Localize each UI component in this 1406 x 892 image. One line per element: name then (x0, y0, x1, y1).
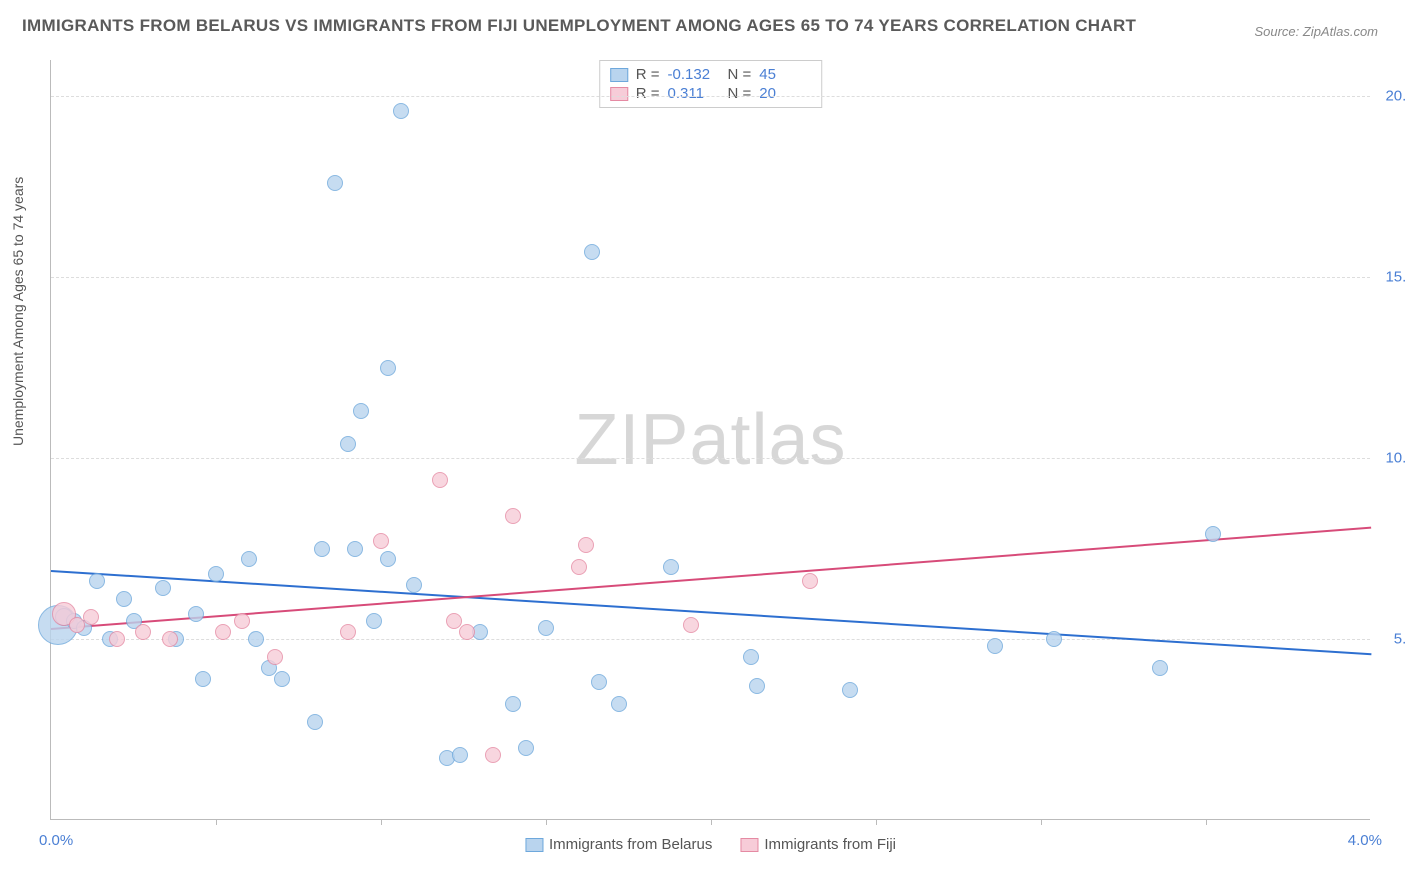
data-point (485, 747, 501, 763)
data-point (663, 559, 679, 575)
data-point (241, 551, 257, 567)
data-point (373, 533, 389, 549)
data-point (459, 624, 475, 640)
n-value-2: 20 (759, 85, 811, 102)
data-point (505, 508, 521, 524)
data-point (314, 541, 330, 557)
data-point (1046, 631, 1062, 647)
data-point (432, 472, 448, 488)
trend-line (51, 527, 1371, 630)
legend-item-1: Immigrants from Belarus (525, 836, 712, 853)
data-point (116, 591, 132, 607)
y-tick-label: 20.0% (1378, 88, 1406, 105)
series-legend: Immigrants from Belarus Immigrants from … (525, 836, 896, 853)
watermark-thin: atlas (689, 400, 846, 480)
data-point (802, 573, 818, 589)
data-point (518, 740, 534, 756)
source-attribution: Source: ZipAtlas.com (1254, 24, 1378, 39)
data-point (578, 537, 594, 553)
watermark: ZIPatlas (574, 399, 846, 481)
data-point (987, 638, 1003, 654)
gridline-h (51, 277, 1370, 278)
data-point (267, 649, 283, 665)
data-point (584, 244, 600, 260)
data-point (83, 609, 99, 625)
data-point (406, 577, 422, 593)
data-point (340, 624, 356, 640)
data-point (353, 403, 369, 419)
x-tick-mark (1206, 819, 1207, 825)
data-point (248, 631, 264, 647)
x-axis-max-label: 4.0% (1348, 832, 1382, 849)
watermark-bold: ZIP (574, 400, 689, 480)
data-point (611, 696, 627, 712)
data-point (538, 620, 554, 636)
data-point (188, 606, 204, 622)
data-point (393, 103, 409, 119)
data-point (340, 436, 356, 452)
stats-row-2: R = 0.311 N = 20 (610, 84, 812, 103)
x-tick-mark (876, 819, 877, 825)
data-point (307, 714, 323, 730)
data-point (135, 624, 151, 640)
data-point (89, 573, 105, 589)
r-prefix: R = (636, 66, 660, 83)
legend-item-2: Immigrants from Fiji (740, 836, 896, 853)
data-point (743, 649, 759, 665)
r-value-1: -0.132 (668, 66, 720, 83)
data-point (505, 696, 521, 712)
data-point (109, 631, 125, 647)
data-point (155, 580, 171, 596)
swatch-series-1b (525, 838, 543, 852)
data-point (347, 541, 363, 557)
x-tick-mark (711, 819, 712, 825)
stats-row-1: R = -0.132 N = 45 (610, 65, 812, 84)
data-point (380, 551, 396, 567)
plot-area: ZIPatlas R = -0.132 N = 45 R = 0.311 N =… (50, 60, 1370, 820)
data-point (215, 624, 231, 640)
x-tick-mark (546, 819, 547, 825)
n-prefix: N = (728, 66, 752, 83)
data-point (1205, 526, 1221, 542)
x-tick-mark (381, 819, 382, 825)
y-tick-label: 10.0% (1378, 450, 1406, 467)
data-point (274, 671, 290, 687)
r-value-2: 0.311 (668, 85, 720, 102)
legend-label-2: Immigrants from Fiji (764, 836, 896, 853)
y-tick-label: 15.0% (1378, 269, 1406, 286)
swatch-series-2b (740, 838, 758, 852)
x-axis-min-label: 0.0% (39, 832, 73, 849)
data-point (842, 682, 858, 698)
data-point (380, 360, 396, 376)
gridline-h (51, 458, 1370, 459)
data-point (571, 559, 587, 575)
legend-label-1: Immigrants from Belarus (549, 836, 712, 853)
data-point (162, 631, 178, 647)
data-point (366, 613, 382, 629)
data-point (591, 674, 607, 690)
x-tick-mark (1041, 819, 1042, 825)
data-point (1152, 660, 1168, 676)
data-point (683, 617, 699, 633)
data-point (749, 678, 765, 694)
data-point (195, 671, 211, 687)
gridline-h (51, 96, 1370, 97)
data-point (234, 613, 250, 629)
r-prefix: R = (636, 85, 660, 102)
data-point (327, 175, 343, 191)
data-point (452, 747, 468, 763)
n-value-1: 45 (759, 66, 811, 83)
swatch-series-1 (610, 68, 628, 82)
swatch-series-2 (610, 87, 628, 101)
x-tick-mark (216, 819, 217, 825)
y-axis-label: Unemployment Among Ages 65 to 74 years (10, 177, 26, 446)
n-prefix: N = (728, 85, 752, 102)
data-point (208, 566, 224, 582)
chart-title: IMMIGRANTS FROM BELARUS VS IMMIGRANTS FR… (22, 16, 1136, 36)
stats-legend: R = -0.132 N = 45 R = 0.311 N = 20 (599, 60, 823, 108)
y-tick-label: 5.0% (1378, 631, 1406, 648)
